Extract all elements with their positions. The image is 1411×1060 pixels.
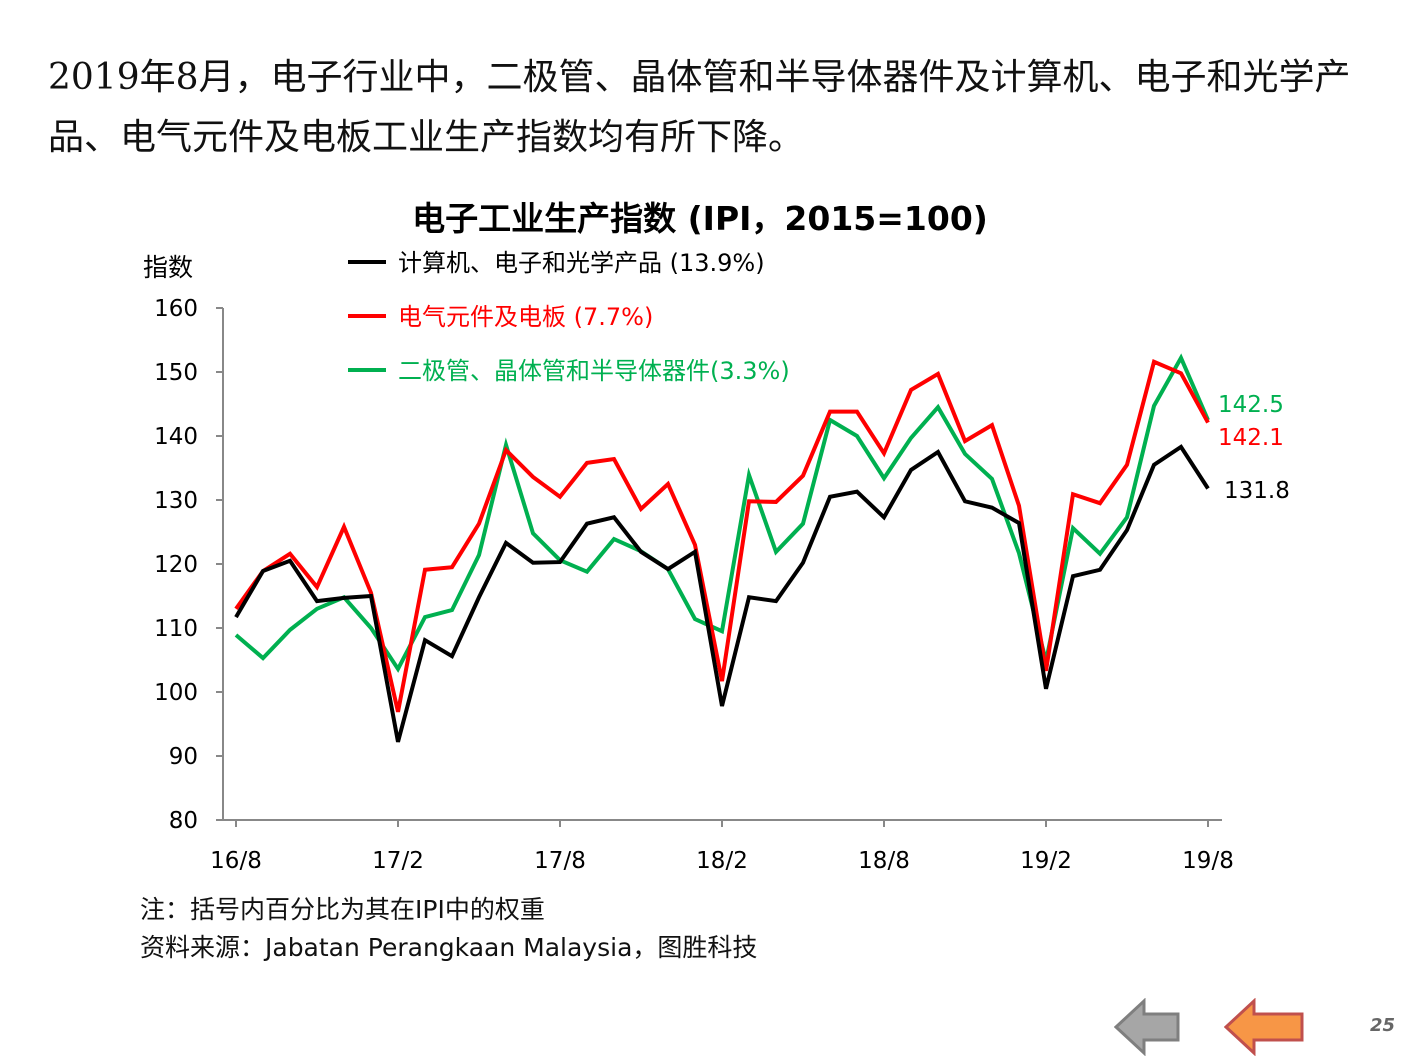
x-tick-label: 18/8 [858, 848, 910, 874]
y-tick-label: 110 [154, 616, 198, 642]
y-tick-label: 160 [154, 296, 198, 322]
x-tick-label: 19/8 [1182, 848, 1234, 874]
prev-page-button[interactable] [1114, 998, 1184, 1060]
x-tick-label: 16/8 [210, 848, 262, 874]
chart-source: 资料来源：Jabatan Perangkaan Malaysia，图胜科技 [140, 928, 757, 964]
y-axis-label: 指数 [143, 253, 193, 282]
chart-note: 注：括号内百分比为其在IPI中的权重 [140, 890, 545, 926]
legend-label: 二极管、晶体管和半导体器件(3.3%) [398, 357, 790, 385]
legend-label: 电气元件及电板 (7.7%) [398, 303, 653, 331]
y-tick-label: 100 [154, 680, 198, 706]
end-value-label: 142.5 [1218, 392, 1284, 418]
y-tick-label: 130 [154, 488, 198, 514]
y-tick-label: 90 [169, 744, 198, 770]
ipi-line-chart: 电子工业生产指数 (IPI，2015=100) 指数 80 90 100 110 120 13… [0, 0, 1411, 1000]
x-tick-label: 17/8 [534, 848, 586, 874]
y-tick-label: 150 [154, 360, 198, 386]
arrow-left-orange-icon [1224, 998, 1308, 1056]
arrow-left-gray-icon [1114, 998, 1184, 1056]
end-value-label: 131.8 [1224, 478, 1290, 504]
x-tick-label: 18/2 [696, 848, 748, 874]
end-value-label: 142.1 [1218, 425, 1284, 451]
y-tick-label: 120 [154, 552, 198, 578]
y-tick-label: 80 [169, 808, 198, 834]
chart-title: 电子工业生产指数 (IPI，2015=100) [412, 199, 988, 238]
x-tick-label: 17/2 [372, 848, 424, 874]
y-tick-label: 140 [154, 424, 198, 450]
legend-label: 计算机、电子和光学产品 (13.9%) [398, 249, 765, 277]
page-number: 25 [1370, 1015, 1395, 1036]
x-tick-label: 19/2 [1020, 848, 1072, 874]
series-line [236, 447, 1208, 742]
back-button[interactable] [1224, 998, 1308, 1060]
